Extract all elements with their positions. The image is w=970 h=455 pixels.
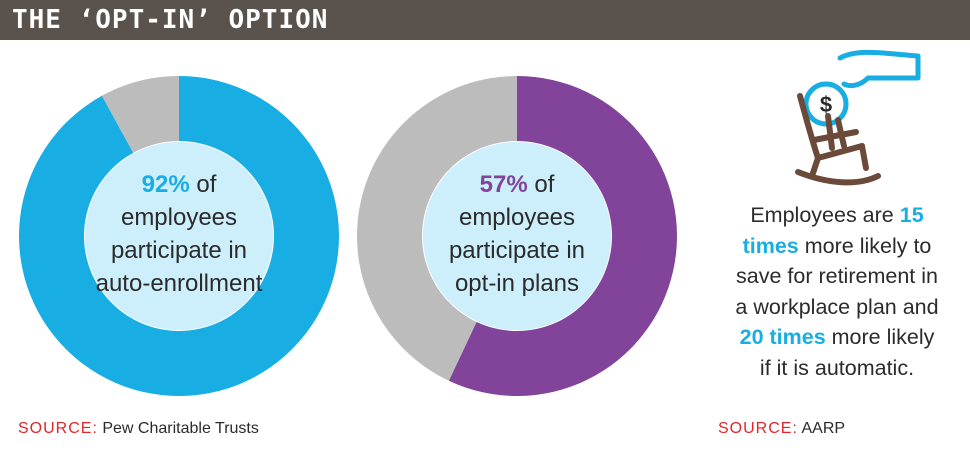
donut-chart-auto-enrollment xyxy=(19,76,339,397)
donut-text-line4: auto-enrollment xyxy=(95,270,263,297)
donut-center-text-auto-enrollment: 92% of employees participate in auto-enr… xyxy=(79,168,279,300)
text-segment: more likely xyxy=(825,325,935,349)
source-label: SOURCE: xyxy=(18,420,98,437)
text-line: save for retirement in xyxy=(736,264,938,288)
retirement-savings-text: Employees are 15 times more likely to sa… xyxy=(706,200,968,383)
donut-percent-label: 57% xyxy=(479,171,528,198)
text-line: if it is automatic. xyxy=(759,355,915,380)
highlight-number: times xyxy=(742,233,799,258)
svg-text:$: $ xyxy=(820,92,832,117)
text-segment: more likely to xyxy=(798,233,932,258)
donut-text-line2: employees xyxy=(458,204,576,231)
source-text: AARP xyxy=(797,420,846,437)
highlight-number: 15 xyxy=(899,203,924,227)
source-label: SOURCE: xyxy=(718,420,798,437)
page-title: THE ‘OPT-IN’ OPTION xyxy=(12,5,329,35)
donut-text-line3: participate in xyxy=(110,237,248,264)
text-segment: Employees are xyxy=(750,203,900,227)
donut-chart-opt-in xyxy=(357,76,677,396)
donut-center-circle xyxy=(423,142,611,330)
donut-percent-label: 92% xyxy=(141,171,190,198)
text-line: a workplace plan and xyxy=(735,294,939,319)
donut-text-line4: opt-in plans xyxy=(454,270,580,297)
piggy-bank-rocking-chair-icon: $ xyxy=(795,49,921,186)
header-bar: THE ‘OPT-IN’ OPTION xyxy=(0,0,970,40)
donut-center-text-opt-in: 57% of employees participate in opt-in p… xyxy=(417,168,617,300)
donut-center-circle xyxy=(85,142,273,330)
highlight-number: 20 times xyxy=(739,325,826,349)
donut-text-line3: participate in xyxy=(448,237,586,264)
source-aarp: SOURCE: AARP xyxy=(718,420,845,438)
donut-text-line1: of xyxy=(189,171,217,198)
donut-text-line2: employees xyxy=(120,204,238,231)
source-pew: SOURCE: Pew Charitable Trusts xyxy=(18,420,259,438)
donut-text-line1: of xyxy=(527,171,555,198)
source-text: Pew Charitable Trusts xyxy=(97,420,259,437)
